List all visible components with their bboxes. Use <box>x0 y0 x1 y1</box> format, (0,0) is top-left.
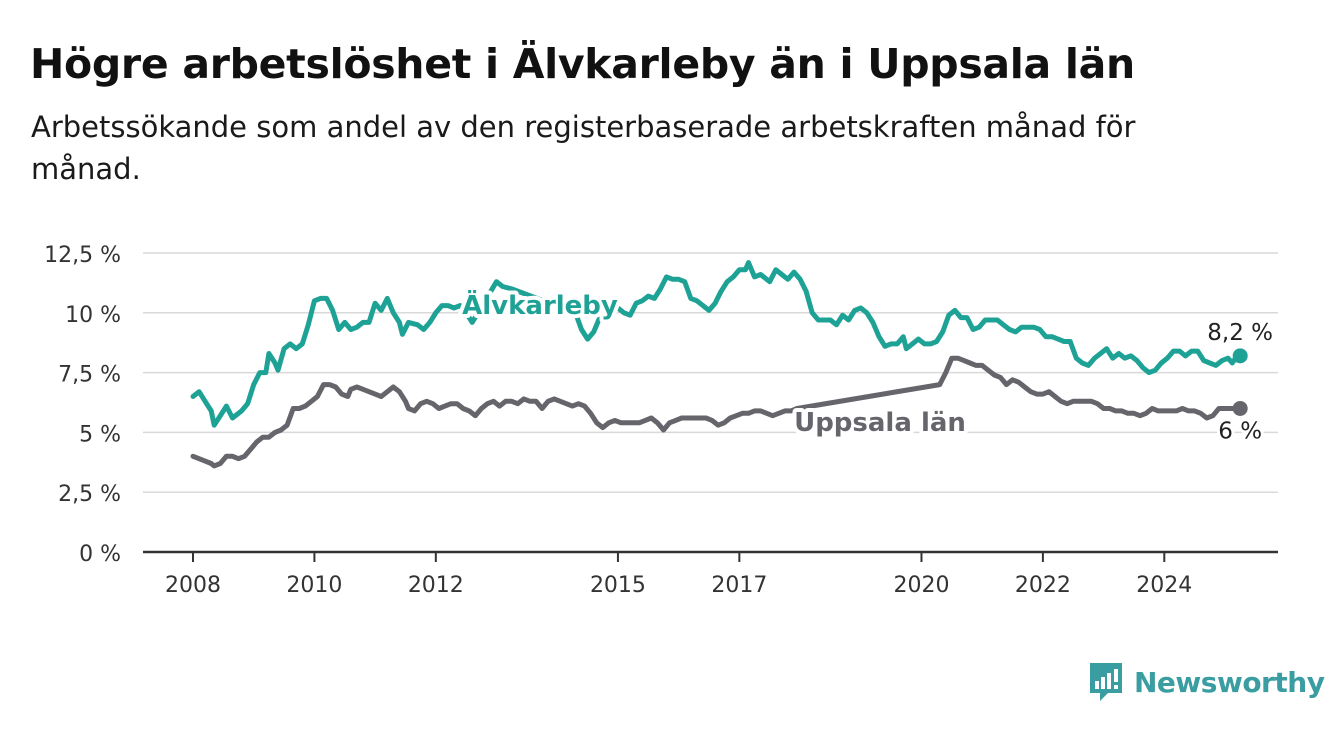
x-tick-label: 2015 <box>590 573 646 598</box>
y-tick-label: 12,5 % <box>44 243 121 268</box>
y-tick-label: 7,5 % <box>58 363 121 388</box>
series-end-point-1 <box>1232 400 1248 416</box>
x-tick-label: 2024 <box>1136 573 1192 598</box>
end-value-label-1: 6 % <box>1218 418 1262 444</box>
x-tick-label: 2008 <box>165 573 221 598</box>
series-line-1 <box>190 355 1243 469</box>
x-tick-label: 2022 <box>1015 573 1071 598</box>
series-lines <box>190 260 1248 469</box>
brand-name: Newsworthy <box>1134 665 1325 699</box>
chart-subtitle: Arbetssökande som andel av den registerb… <box>31 110 1136 186</box>
series-name-halo-0: Älvkarleby <box>462 289 618 321</box>
y-tick-label: 0 % <box>79 542 121 567</box>
grid-lines <box>143 252 1278 493</box>
series-name-halo-1: Uppsala län <box>794 408 966 438</box>
y-tick-label: 2,5 % <box>58 482 121 507</box>
x-tick-label: 2020 <box>893 573 949 598</box>
y-axis: 0 % 2,5 % 5 % 7,5 % 10 % 12,5 % <box>44 243 121 567</box>
series-name-label-0: Älvkarleby <box>462 289 618 321</box>
end-value-halo-0: 8,2 % <box>1207 320 1273 346</box>
chart-title: Högre arbetslöshet i Älvkarleby än i Upp… <box>30 40 1135 88</box>
end-value-label-0: 8,2 % <box>1207 320 1273 346</box>
x-axis: 2008 2010 2012 2015 2017 2020 2022 2024 <box>143 550 1278 598</box>
series-name-label-1: Uppsala län <box>794 408 966 438</box>
newsworthy-logo-icon <box>1090 663 1122 701</box>
series-line-0 <box>190 260 1243 428</box>
series-end-point-0 <box>1232 348 1248 364</box>
y-tick-label: 5 % <box>79 422 121 447</box>
x-tick-label: 2010 <box>286 573 342 598</box>
x-tick-label: 2012 <box>408 573 464 598</box>
brand-logo[interactable]: Newsworthy <box>1088 660 1325 704</box>
x-tick-label: 2017 <box>711 573 767 598</box>
y-tick-label: 10 % <box>65 303 121 328</box>
end-value-halo-1: 6 % <box>1218 418 1262 444</box>
